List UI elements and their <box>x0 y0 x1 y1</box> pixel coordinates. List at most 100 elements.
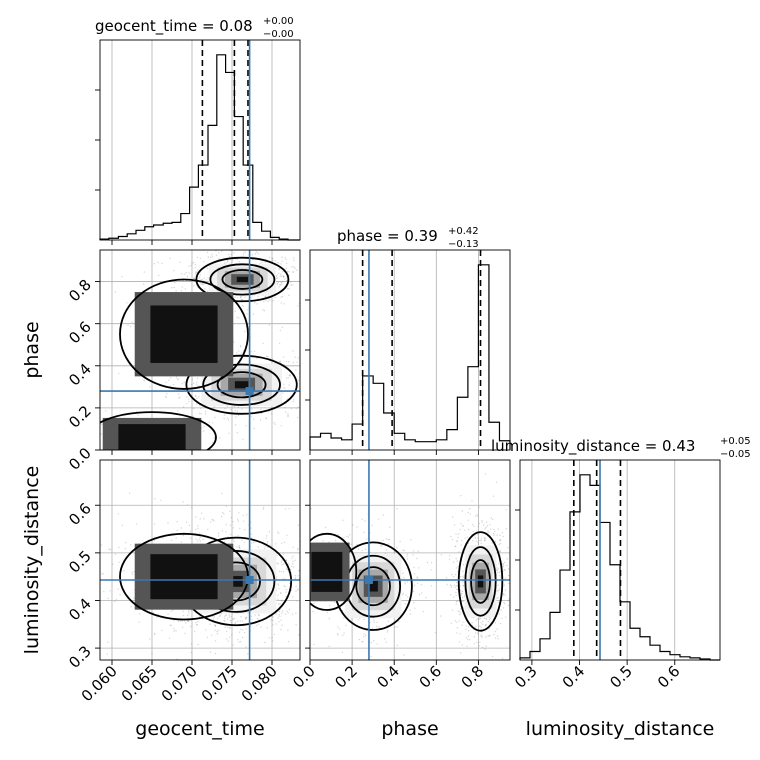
density-phase-vs-luminosity-distance-sample-point <box>455 585 457 587</box>
density-geocent-time-vs-phase-sample-point <box>160 453 161 454</box>
density-geocent-time-vs-luminosity-distance-sample-point <box>281 599 283 601</box>
density-phase-vs-luminosity-distance-sample-point <box>454 545 456 548</box>
density-phase-vs-luminosity-distance-sample-point <box>476 641 478 644</box>
density-geocent-time-vs-luminosity-distance-sample-point <box>305 577 306 578</box>
density-geocent-time-vs-luminosity-distance-sample-point <box>214 625 217 627</box>
density-geocent-time-vs-luminosity-distance-sample-point <box>199 615 201 618</box>
density-phase-vs-luminosity-distance-sample-point <box>462 570 464 572</box>
density-phase-vs-luminosity-distance-sample-point <box>499 575 501 577</box>
density-phase-vs-luminosity-distance-sample-point <box>394 551 396 553</box>
density-geocent-time-vs-phase-ytick-label: 0.8 <box>65 276 95 306</box>
density-phase-vs-luminosity-distance-sample-point <box>471 622 473 624</box>
density-phase-vs-luminosity-distance-density-cell <box>477 575 484 588</box>
density-geocent-time-vs-luminosity-distance-sample-point <box>184 632 186 635</box>
density-geocent-time-vs-luminosity-distance-sample-point <box>197 643 199 646</box>
density-geocent-time-vs-luminosity-distance-sample-point <box>239 527 241 530</box>
density-phase-vs-luminosity-distance-sample-point <box>382 539 384 542</box>
density-phase-vs-luminosity-distance-sample-point <box>458 533 460 535</box>
density-geocent-time-vs-luminosity-distance-sample-point <box>294 559 296 561</box>
density-phase-vs-luminosity-distance-sample-point <box>396 626 398 628</box>
density-geocent-time-vs-phase-sample-point <box>306 389 307 390</box>
density-phase-vs-luminosity-distance-sample-point <box>337 626 339 628</box>
density-geocent-time-vs-phase-sample-point <box>196 256 199 259</box>
density-geocent-time-vs-luminosity-distance-sample-point <box>278 584 280 586</box>
density-phase-vs-luminosity-distance-sample-point <box>462 585 465 587</box>
density-phase-vs-luminosity-distance-sample-point <box>399 540 401 543</box>
density-geocent-time-vs-luminosity-distance-sample-point <box>303 584 304 585</box>
density-phase-vs-luminosity-distance-sample-point <box>295 593 296 594</box>
hist-geocent-time-panel <box>95 39 301 245</box>
density-geocent-time-vs-phase-sample-point <box>180 273 183 275</box>
density-geocent-time-vs-phase-sample-point <box>184 288 187 290</box>
density-phase-vs-luminosity-distance-sample-point <box>513 598 514 599</box>
density-geocent-time-vs-phase-sample-point <box>220 250 223 253</box>
density-geocent-time-vs-phase-sample-point <box>185 272 187 274</box>
density-geocent-time-vs-phase-sample-point <box>252 313 255 315</box>
density-geocent-time-vs-phase-sample-point <box>224 408 226 410</box>
density-geocent-time-vs-phase-sample-point <box>234 358 236 360</box>
density-phase-vs-luminosity-distance-sample-point <box>499 550 502 552</box>
density-geocent-time-vs-luminosity-distance-sample-point <box>101 573 103 575</box>
density-geocent-time-vs-phase-sample-point <box>236 316 238 318</box>
density-phase-vs-luminosity-distance-sample-point <box>461 593 463 595</box>
density-geocent-time-vs-luminosity-distance-sample-point <box>190 609 192 611</box>
density-geocent-time-vs-phase-sample-point <box>281 271 284 273</box>
density-phase-vs-luminosity-distance-sample-point <box>500 576 502 579</box>
density-geocent-time-vs-phase-sample-point <box>174 282 176 284</box>
density-geocent-time-vs-luminosity-distance-sample-point <box>149 610 151 612</box>
density-phase-vs-luminosity-distance-sample-point <box>484 473 487 475</box>
title-geocent-time: geocent_time = 0.08 +0.00 −0.00 <box>95 16 294 40</box>
density-geocent-time-vs-luminosity-distance-sample-point <box>212 618 215 620</box>
density-geocent-time-vs-phase-ytick-label: 0.2 <box>65 402 95 432</box>
density-geocent-time-vs-luminosity-distance-sample-point <box>231 634 233 636</box>
density-geocent-time-vs-luminosity-distance-sample-point <box>171 539 173 541</box>
density-geocent-time-vs-phase-sample-point <box>288 294 290 296</box>
density-phase-vs-luminosity-distance-sample-point <box>450 585 452 587</box>
density-geocent-time-vs-phase-sample-point <box>236 432 238 434</box>
density-geocent-time-vs-luminosity-distance-sample-point <box>304 585 305 586</box>
density-geocent-time-vs-phase-sample-point <box>194 267 196 269</box>
density-geocent-time-vs-luminosity-distance-sample-point <box>280 561 283 563</box>
density-geocent-time-vs-luminosity-distance-sample-point <box>124 541 127 544</box>
density-phase-vs-luminosity-distance-sample-point <box>291 555 292 556</box>
density-geocent-time-vs-phase-sample-point <box>241 352 243 354</box>
density-geocent-time-vs-phase-sample-point <box>235 472 236 473</box>
density-geocent-time-vs-luminosity-distance-sample-point <box>138 621 140 623</box>
density-phase-vs-luminosity-distance-sample-point <box>409 613 412 615</box>
density-geocent-time-vs-luminosity-distance-sample-point <box>276 562 278 564</box>
density-geocent-time-vs-phase-density-cell <box>234 381 249 389</box>
density-phase-vs-luminosity-distance-sample-point <box>480 542 482 544</box>
density-geocent-time-vs-phase-sample-point <box>278 272 280 274</box>
density-geocent-time-vs-luminosity-distance-sample-point <box>280 619 282 621</box>
density-geocent-time-vs-luminosity-distance-sample-point <box>292 546 294 548</box>
density-geocent-time-vs-luminosity-distance-sample-point <box>214 624 216 626</box>
density-phase-vs-luminosity-distance-sample-point <box>430 585 433 587</box>
density-geocent-time-vs-phase-sample-point <box>281 282 283 284</box>
density-phase-vs-luminosity-distance-sample-point <box>488 619 491 621</box>
density-geocent-time-vs-phase-sample-point <box>268 411 270 413</box>
title-luminosity-distance: luminosity_distance = 0.43 +0.05 −0.05 <box>491 436 751 460</box>
density-phase-vs-luminosity-distance-sample-point <box>334 601 336 603</box>
density-phase-vs-luminosity-distance-sample-point <box>460 552 462 554</box>
density-phase-vs-luminosity-distance-sample-point <box>371 627 374 630</box>
density-phase-vs-luminosity-distance-sample-point <box>512 643 513 644</box>
density-geocent-time-vs-phase-sample-point <box>203 430 205 432</box>
density-geocent-time-vs-luminosity-distance-sample-point <box>290 565 293 567</box>
density-phase-vs-luminosity-distance-sample-point <box>356 526 358 528</box>
density-geocent-time-vs-luminosity-distance-sample-point <box>237 639 239 641</box>
density-geocent-time-vs-phase-sample-point <box>282 356 285 358</box>
density-geocent-time-vs-luminosity-distance-sample-point <box>202 538 204 541</box>
density-phase-vs-luminosity-distance-sample-point <box>456 588 459 591</box>
density-phase-vs-luminosity-distance-sample-point <box>480 628 482 630</box>
density-phase-vs-luminosity-distance-sample-point <box>477 618 479 620</box>
density-phase-vs-luminosity-distance-sample-point <box>477 542 479 544</box>
density-geocent-time-vs-luminosity-distance-sample-point <box>209 623 211 625</box>
density-phase-vs-luminosity-distance-sample-point <box>306 572 307 573</box>
density-geocent-time-vs-luminosity-distance-sample-point <box>226 618 229 620</box>
density-geocent-time-vs-phase-contour <box>202 363 281 406</box>
density-phase-vs-luminosity-distance-sample-point <box>466 645 468 647</box>
density-geocent-time-vs-luminosity-distance-sample-point <box>100 544 103 546</box>
density-geocent-time-vs-phase-sample-point <box>89 365 90 366</box>
density-geocent-time-vs-phase-sample-point <box>234 409 237 412</box>
density-geocent-time-vs-luminosity-distance-sample-point <box>288 608 291 611</box>
